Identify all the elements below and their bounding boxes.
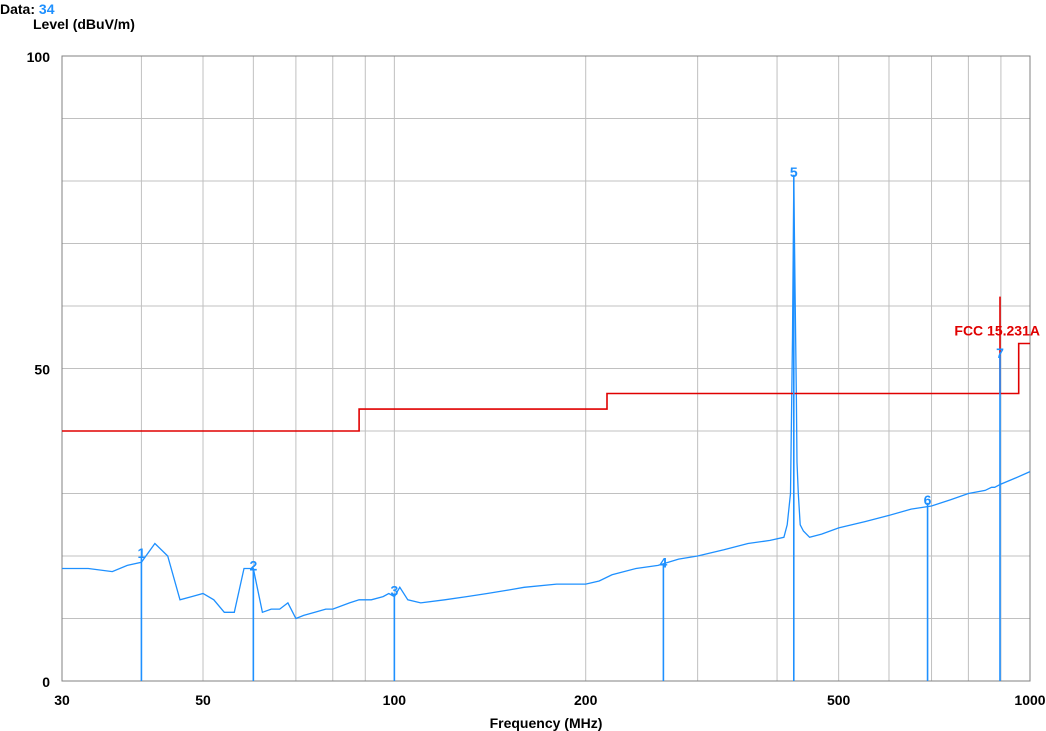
x-tick-label: 30 <box>54 692 70 708</box>
marker-label: 1 <box>138 545 146 561</box>
data-caption-label: Data: <box>0 1 36 17</box>
marker-label: 4 <box>659 554 667 570</box>
marker-label: 7 <box>996 345 1004 361</box>
series-trace <box>62 180 1031 620</box>
y-axis-label: Level (dBuV/m) <box>33 16 135 32</box>
x-tick-label: 1000 <box>1014 692 1045 708</box>
data-caption-value: 34 <box>38 1 55 17</box>
y-tick-label: 50 <box>34 362 50 378</box>
marker-label: 6 <box>924 492 932 508</box>
series-limit <box>62 342 1030 432</box>
marker-label: 3 <box>390 583 398 599</box>
marker-label: 2 <box>249 558 257 574</box>
y-tick-label: 100 <box>27 49 51 65</box>
marker-label: 5 <box>790 164 798 180</box>
x-tick-label: 50 <box>195 692 211 708</box>
x-tick-label: 200 <box>574 692 598 708</box>
y-tick-label: 0 <box>42 674 50 690</box>
plot-frame <box>61 55 1031 682</box>
x-tick-label: 100 <box>383 692 407 708</box>
limit-annotation: FCC 15.231A <box>954 323 1040 339</box>
x-tick-label: 500 <box>827 692 851 708</box>
x-axis-label: Frequency (MHz) <box>490 715 603 731</box>
data-caption: Data: 34 <box>0 1 54 17</box>
